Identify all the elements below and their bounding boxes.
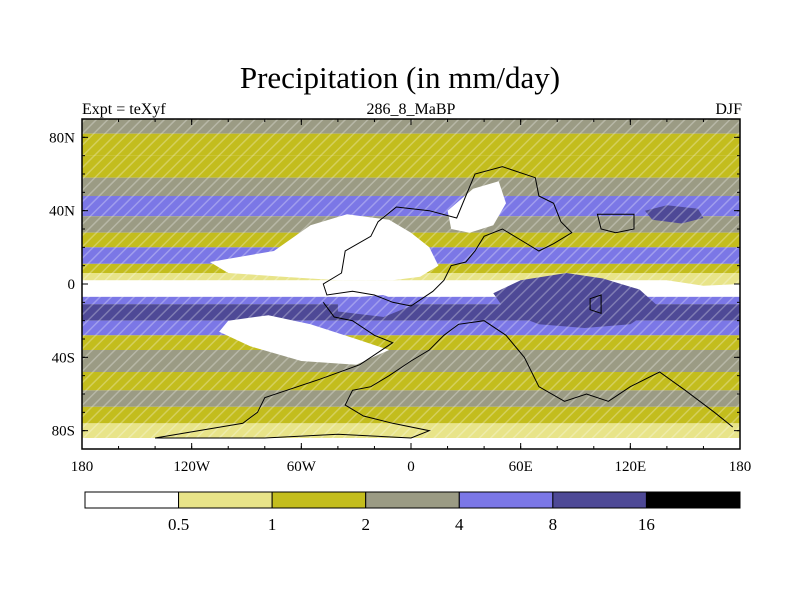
colorbar-box-2 [271,491,367,509]
x-tick-label: 120E [614,459,646,475]
y-tick-label: 80N [49,130,75,146]
experiment-label: Expt = teXyf [82,101,166,118]
x-tick-label: 60E [509,459,533,475]
y-tick-label: 40N [49,204,75,220]
x-axis: 180 120W 60W 0 60E 120E 180 [71,119,752,475]
y-axis: 80N 40N 0 40S 80S [49,118,740,450]
period-label: 286_8_MaBP [366,101,456,118]
colorbar-box-4 [458,491,554,509]
y-tick-label: 40S [52,350,75,366]
color-bar: 0.5 1 2 4 8 16 [84,491,741,534]
x-tick-label: 180 [71,459,94,475]
coastline-island-small [589,294,602,314]
colorbar-box-1 [178,491,273,509]
colorbar-label: 16 [638,515,655,534]
colorbar-label: 2 [361,515,370,534]
colorbar-box-3 [365,491,460,509]
coastline-island-east [596,213,635,234]
coastline-continent-2 [155,302,734,439]
coastlines [155,166,734,439]
colorbar-label: 4 [455,515,464,534]
x-tick-label: 120W [173,459,211,475]
season-label: DJF [715,101,742,118]
colorbar-label: 8 [549,515,558,534]
chart-title: Precipitation (in mm/day) [239,60,561,95]
colorbar-box-0 [84,491,180,509]
colorbar-box-6 [645,491,741,509]
x-tick-label: 60W [287,459,317,475]
hatch-overlay [82,119,740,449]
colorbar-label: 1 [268,515,277,534]
y-tick-label: 0 [68,277,76,293]
colorbar-box-5 [552,491,647,509]
y-tick-label: 80S [52,424,75,440]
x-tick-label: 180 [729,459,752,475]
x-tick-label: 0 [407,459,415,475]
colorbar-label: 0.5 [168,515,189,534]
coastline-continent-1 [322,166,573,307]
